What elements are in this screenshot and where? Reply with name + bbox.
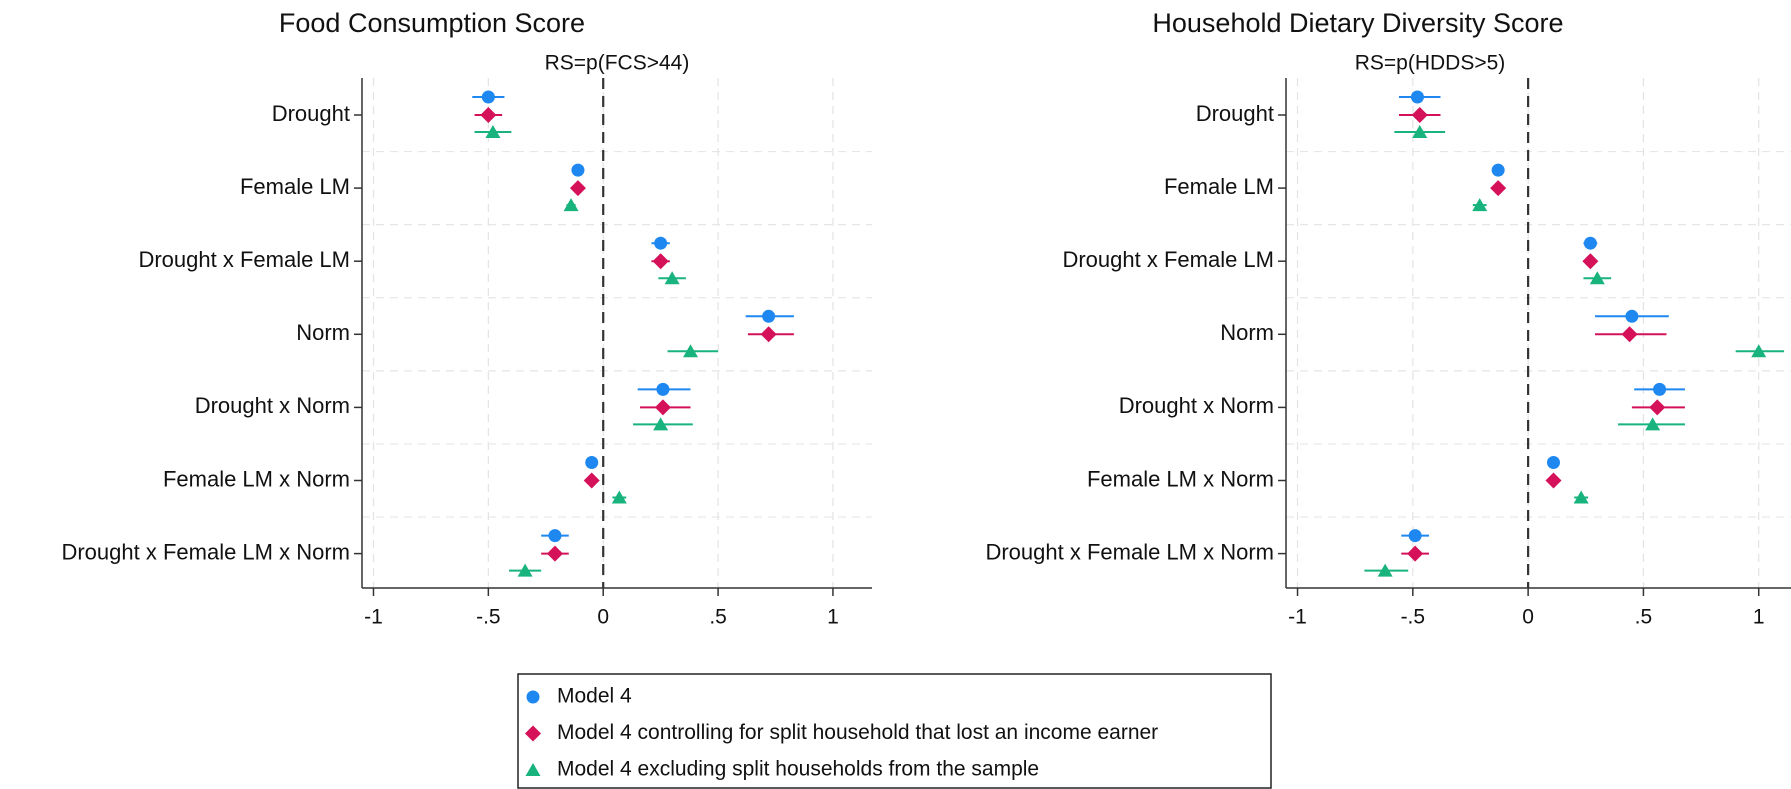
- y-tick-label: Female LM: [1164, 174, 1274, 199]
- marker: [571, 163, 585, 177]
- legend-label: Model 4 controlling for split household …: [557, 721, 1158, 744]
- x-tick-label: 0: [1522, 606, 1534, 629]
- marker: [1411, 107, 1428, 123]
- y-tick-label: Drought: [1196, 101, 1274, 126]
- legend-marker: [526, 690, 540, 704]
- marker: [654, 236, 668, 250]
- marker: [1377, 563, 1393, 577]
- marker: [611, 490, 627, 504]
- chart-title: Household Dietary Diversity Score: [1152, 8, 1563, 38]
- y-tick-label: Norm: [296, 320, 350, 345]
- x-tick-label: -.5: [476, 606, 501, 629]
- marker: [1583, 236, 1597, 250]
- marker: [480, 107, 497, 123]
- marker: [569, 180, 586, 197]
- x-tick-label: .5: [1635, 606, 1653, 629]
- chart-subtitle: RS=p(HDDS>5): [1355, 52, 1506, 75]
- marker: [485, 125, 501, 138]
- marker: [656, 382, 670, 396]
- y-tick-label: Drought x Female LM x Norm: [985, 539, 1274, 564]
- y-tick-label: Drought x Norm: [1119, 393, 1274, 418]
- marker: [1751, 344, 1767, 358]
- marker: [481, 90, 495, 104]
- y-tick-label: Norm: [1220, 320, 1274, 345]
- y-tick-label: Drought: [272, 101, 350, 126]
- marker: [1621, 326, 1638, 343]
- chart-subtitle: RS=p(FCS>44): [545, 52, 690, 75]
- marker: [652, 253, 669, 270]
- x-tick-label: -1: [1288, 606, 1307, 629]
- y-tick-label: Drought x Female LM: [138, 247, 350, 272]
- y-tick-label: Drought x Norm: [195, 393, 350, 418]
- marker: [1582, 253, 1599, 270]
- legend-marker: [525, 763, 541, 776]
- y-tick-label: Drought x Female LM x Norm: [61, 539, 350, 564]
- marker: [548, 529, 562, 543]
- marker: [1472, 198, 1488, 212]
- legend-box: [517, 673, 1272, 789]
- marker: [1649, 399, 1666, 416]
- marker: [1412, 125, 1428, 138]
- marker: [1407, 545, 1424, 562]
- y-tick-label: Female LM: [240, 174, 350, 199]
- marker: [654, 399, 671, 416]
- marker: [1589, 271, 1605, 285]
- legend-label: Model 4 excluding split households from …: [557, 758, 1039, 781]
- y-tick-label: Drought x Female LM: [1062, 247, 1274, 272]
- marker: [1645, 417, 1661, 431]
- marker: [664, 271, 680, 285]
- marker: [583, 472, 600, 489]
- marker: [762, 309, 776, 323]
- marker: [563, 198, 579, 212]
- marker: [1546, 456, 1560, 469]
- marker: [1573, 490, 1589, 504]
- marker: [683, 344, 699, 358]
- marker: [1625, 309, 1639, 323]
- chart-title: Food Consumption Score: [279, 8, 585, 38]
- x-tick-label: -.5: [1401, 606, 1426, 629]
- marker: [585, 456, 599, 469]
- x-tick-label: .5: [709, 606, 727, 629]
- x-tick-label: 0: [597, 606, 609, 629]
- legend-marker: [525, 725, 541, 742]
- marker: [1490, 180, 1507, 197]
- marker: [760, 326, 777, 343]
- marker: [1410, 90, 1424, 104]
- marker: [546, 545, 563, 562]
- y-tick-label: Female LM x Norm: [163, 466, 350, 491]
- marker: [1653, 382, 1667, 396]
- y-tick-label: Female LM x Norm: [1087, 466, 1274, 491]
- marker: [517, 563, 533, 577]
- x-tick-label: -1: [364, 606, 383, 629]
- legend-label: Model 4: [557, 685, 632, 708]
- x-tick-label: 1: [827, 606, 839, 629]
- marker: [1408, 529, 1422, 543]
- marker: [653, 417, 669, 431]
- x-tick-label: 1: [1753, 606, 1765, 629]
- marker: [1545, 472, 1562, 489]
- marker: [1491, 163, 1505, 177]
